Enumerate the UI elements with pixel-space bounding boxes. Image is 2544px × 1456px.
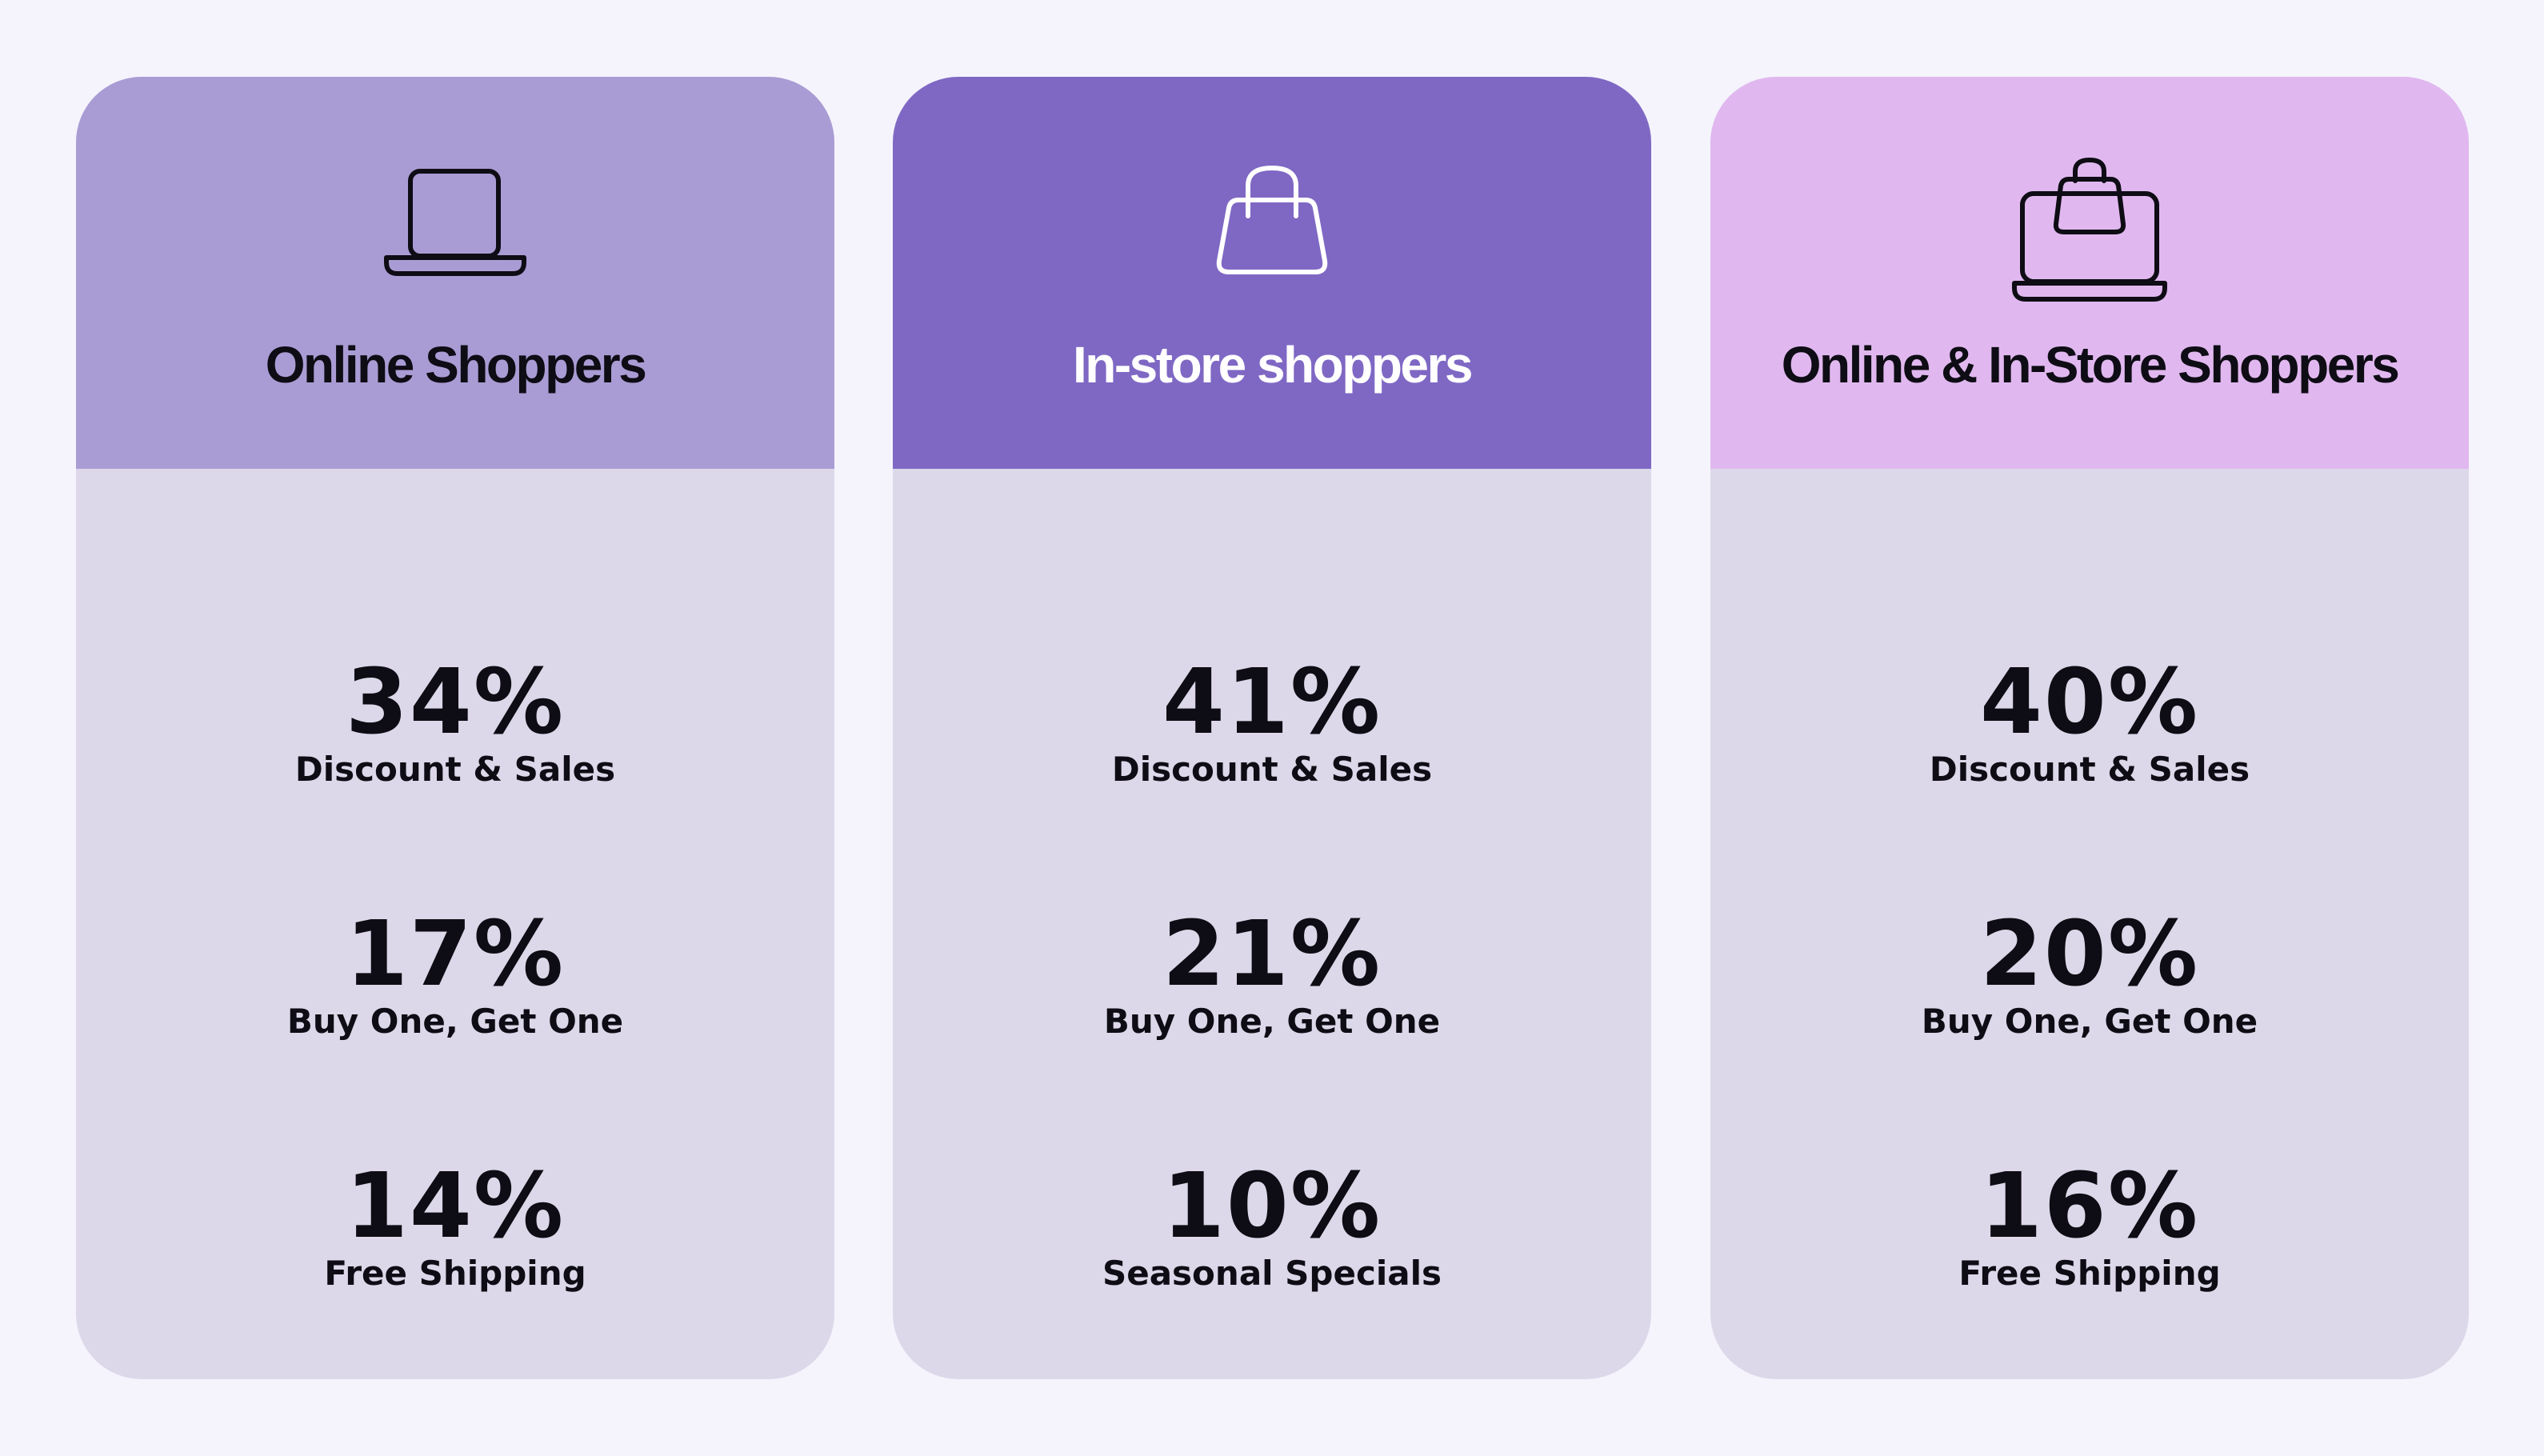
stat-value: 16%	[1979, 1154, 2200, 1258]
stat-item: 17% Buy One, Get One	[76, 905, 834, 1044]
stat-label: Buy One, Get One	[286, 1002, 624, 1041]
laptop-with-bag-icon	[2010, 157, 2170, 317]
stat-value: 20%	[1979, 902, 2200, 1006]
card-title: Online Shoppers	[265, 336, 647, 394]
stat-label: Discount & Sales	[1111, 750, 1433, 789]
shopping-bag-icon	[1192, 157, 1352, 317]
stat-item: 34% Discount & Sales	[76, 653, 834, 792]
stat-label: Discount & Sales	[294, 750, 616, 789]
laptop-icon	[375, 157, 535, 317]
stat-item: 16% Free Shipping	[1710, 1157, 2469, 1296]
stat-value: 41%	[1162, 650, 1382, 754]
stat-value: 34%	[345, 650, 566, 754]
stat-item: 14% Free Shipping	[76, 1157, 834, 1296]
stat-item: 41% Discount & Sales	[893, 653, 1651, 792]
card-in-store-shoppers: In-store shoppers 41% Discount & Sales 2…	[893, 77, 1651, 1379]
stat-value: 14%	[345, 1154, 566, 1258]
card-header: Online Shoppers	[76, 77, 834, 469]
stat-value: 17%	[345, 902, 566, 1006]
stat-item: 21% Buy One, Get One	[893, 905, 1651, 1044]
card-header: Online & In-Store Shoppers	[1710, 77, 2469, 469]
card-title: Online & In-Store Shoppers	[1781, 336, 2400, 394]
stat-value: 10%	[1162, 1154, 1382, 1258]
stat-value: 21%	[1162, 902, 1382, 1006]
stat-label: Seasonal Specials	[1102, 1254, 1442, 1293]
card-online-shoppers: Online Shoppers 34% Discount & Sales 17%…	[76, 77, 834, 1379]
stat-label: Discount & Sales	[1929, 750, 2250, 789]
stat-item: 10% Seasonal Specials	[893, 1157, 1651, 1296]
stat-item: 20% Buy One, Get One	[1710, 905, 2469, 1044]
stat-label: Buy One, Get One	[1921, 1002, 2258, 1041]
card-title: In-store shoppers	[1072, 336, 1474, 394]
stat-label: Buy One, Get One	[1103, 1002, 1441, 1041]
card-header: In-store shoppers	[893, 77, 1651, 469]
stat-item: 40% Discount & Sales	[1710, 653, 2469, 792]
stat-label: Free Shipping	[324, 1254, 586, 1293]
stat-label: Free Shipping	[1958, 1254, 2221, 1293]
stat-value: 40%	[1979, 650, 2200, 754]
card-online-and-in-store-shoppers: Online & In-Store Shoppers 40% Discount …	[1710, 77, 2469, 1379]
